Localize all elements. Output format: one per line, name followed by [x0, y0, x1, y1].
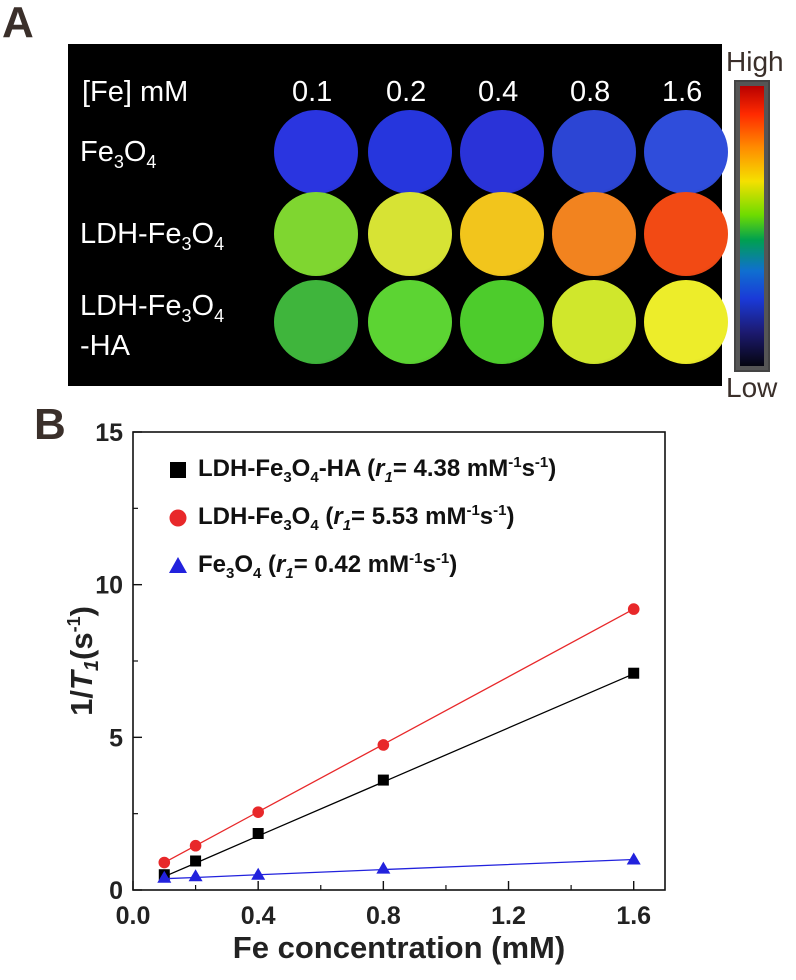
phantom-well: [460, 110, 544, 194]
phantom-well: [368, 110, 452, 194]
data-point-triangle: [188, 869, 203, 882]
x-tick-label: 0.8: [366, 902, 401, 930]
concentration-label: 1.6: [662, 76, 703, 108]
fit-line: [163, 608, 635, 864]
phantom-well: [274, 110, 358, 194]
legend-marker-triangle: [169, 557, 187, 573]
phantom-well: [644, 280, 728, 364]
data-point-square: [190, 855, 202, 867]
data-point-square: [252, 828, 264, 840]
panel-a-label: A: [2, 0, 34, 47]
y-tick-label: 0: [109, 877, 123, 905]
phantom-well: [552, 110, 636, 194]
phantom-well: [368, 280, 452, 364]
x-tick-label: 0.0: [116, 902, 151, 930]
data-point-triangle: [376, 861, 391, 874]
plot-frame: [132, 431, 666, 891]
phantom-well: [274, 192, 358, 276]
concentration-label: 0.4: [478, 76, 519, 108]
sample-row-label: LDH-Fe3O4 -HA: [80, 290, 225, 363]
y-axis-title: 1/T1(s-1): [64, 606, 103, 716]
concentration-label: 0.8: [570, 76, 611, 108]
phantom-well: [368, 192, 452, 276]
panel-b-label: B: [34, 400, 66, 449]
concentration-label: 0.1: [292, 76, 333, 108]
sample-row-label: Fe3O4: [80, 136, 157, 172]
phantom-well: [552, 280, 636, 364]
fit-line: [164, 673, 634, 878]
scale-high-label: High: [726, 46, 784, 77]
data-point-triangle: [251, 867, 266, 880]
color-gradient: [740, 86, 764, 366]
data-point-square: [377, 774, 389, 786]
phantom-well: [274, 280, 358, 364]
concentration-label: 0.2: [386, 76, 427, 108]
phantom-well: [644, 192, 728, 276]
y-tick-label: 15: [95, 419, 123, 447]
x-axis-title: Fe concentration (mM): [233, 930, 565, 965]
data-point-circle: [158, 856, 171, 869]
data-point-circle: [189, 839, 202, 852]
phantom-well: [552, 192, 636, 276]
phantom-well: [460, 280, 544, 364]
legend-entry: LDH-Fe3O4 (r1= 5.53 mM-1s-1): [198, 502, 515, 534]
data-point-circle: [252, 806, 264, 818]
y-tick-label: 5: [109, 724, 123, 752]
data-point-circle: [377, 739, 390, 751]
sample-row-label: LDH-Fe3O4: [80, 218, 225, 254]
concentration-header: [Fe] mM: [82, 76, 189, 108]
legend-entry: LDH-Fe3O4-HA (r1= 4.38 mM-1s-1): [198, 454, 557, 486]
data-point-triangle: [626, 852, 641, 865]
x-tick-label: 1.6: [616, 902, 651, 930]
legend-entry: Fe3O4 (r1= 0.42 mM-1s-1): [198, 550, 458, 582]
data-point-circle: [627, 603, 640, 615]
x-tick-label: 0.4: [241, 902, 276, 930]
y-tick-label: 10: [95, 572, 123, 600]
phantom-well: [644, 110, 728, 194]
legend-marker-circle: [169, 509, 187, 527]
x-tick-label: 1.2: [491, 902, 526, 930]
fit-line: [164, 858, 634, 880]
mri-phantom-panel: [Fe] mM 0.1 0.2 0.4 0.8 1.6 Fe3O4 LDH-Fe3O4 LDH…: [68, 44, 728, 386]
scale-low-label: Low: [726, 372, 778, 403]
legend-marker-square: [170, 462, 186, 478]
color-scale-bar: [734, 80, 770, 372]
data-point-triangle: [157, 870, 172, 883]
data-point-square: [628, 667, 640, 679]
phantom-well: [460, 192, 544, 276]
